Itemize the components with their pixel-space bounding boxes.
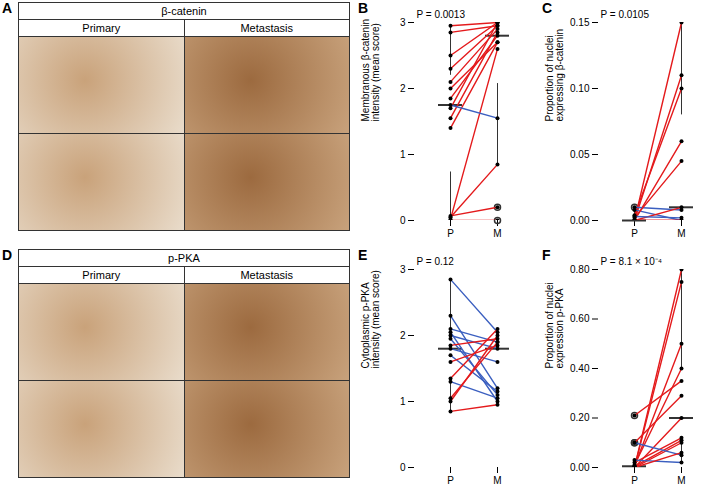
html-text:β-catenin: β-catenin (161, 5, 207, 17)
svg-text:P: P (631, 475, 638, 486)
svg-text:P = 0.0013: P = 0.0013 (417, 9, 466, 20)
svg-text:0.60: 0.60 (570, 313, 590, 324)
svg-text:M: M (677, 475, 685, 486)
svg-text:0: 0 (400, 462, 406, 473)
svg-text:Membranous β-cateninintensity: Membranous β-cateninintensity (mean scor… (360, 19, 381, 121)
svg-text:0.80: 0.80 (570, 264, 590, 275)
svg-text:P: P (447, 228, 454, 239)
svg-text:2: 2 (400, 83, 406, 94)
svg-text:3: 3 (400, 17, 406, 28)
svg-text:2: 2 (400, 330, 406, 341)
svg-text:P: P (447, 475, 454, 486)
html-text:p-PKA: p-PKA (168, 252, 200, 264)
svg-text:P: P (631, 228, 638, 239)
html-text:D: D (2, 247, 13, 263)
svg-text:Proportion of nucleiexpression: Proportion of nucleiexpression p-PKA (544, 282, 565, 368)
svg-text:Proportion of nucleiexpressing: Proportion of nucleiexpressing β-catenin (544, 29, 565, 121)
html-text:E: E (358, 247, 368, 263)
html-text:A: A (2, 0, 13, 16)
svg-text:3: 3 (400, 264, 406, 275)
html-text:Primary: Primary (82, 269, 121, 281)
svg-text:M: M (493, 228, 501, 239)
svg-text:0: 0 (400, 215, 406, 226)
svg-text:M: M (677, 228, 685, 239)
svg-text:0.20: 0.20 (570, 412, 590, 423)
svg-text:M: M (493, 475, 501, 486)
html-text:Metastasis: Metastasis (240, 269, 293, 281)
svg-text:P = 0.12: P = 0.12 (417, 256, 455, 267)
html-text:Primary: Primary (82, 22, 121, 34)
svg-text:0.40: 0.40 (570, 363, 590, 374)
svg-text:0.00: 0.00 (570, 215, 590, 226)
svg-text:Cytoplasmic p-PKAintensity (me: Cytoplasmic p-PKAintensity (mean score) (360, 270, 381, 368)
html-text:B: B (358, 0, 369, 16)
svg-text:0.05: 0.05 (570, 149, 590, 160)
svg-text:0.00: 0.00 (570, 462, 590, 473)
svg-text:1: 1 (400, 149, 406, 160)
svg-text:P = 0.0105: P = 0.0105 (601, 9, 650, 20)
svg-text:0.15: 0.15 (570, 17, 590, 28)
html-text:F: F (542, 247, 551, 263)
html-text:C: C (542, 0, 553, 16)
svg-text:P = 8.1 × 10⁻⁴: P = 8.1 × 10⁻⁴ (601, 256, 663, 267)
svg-text:0.10: 0.10 (570, 83, 590, 94)
html-text:Metastasis: Metastasis (240, 22, 293, 34)
svg-text:1: 1 (400, 396, 406, 407)
